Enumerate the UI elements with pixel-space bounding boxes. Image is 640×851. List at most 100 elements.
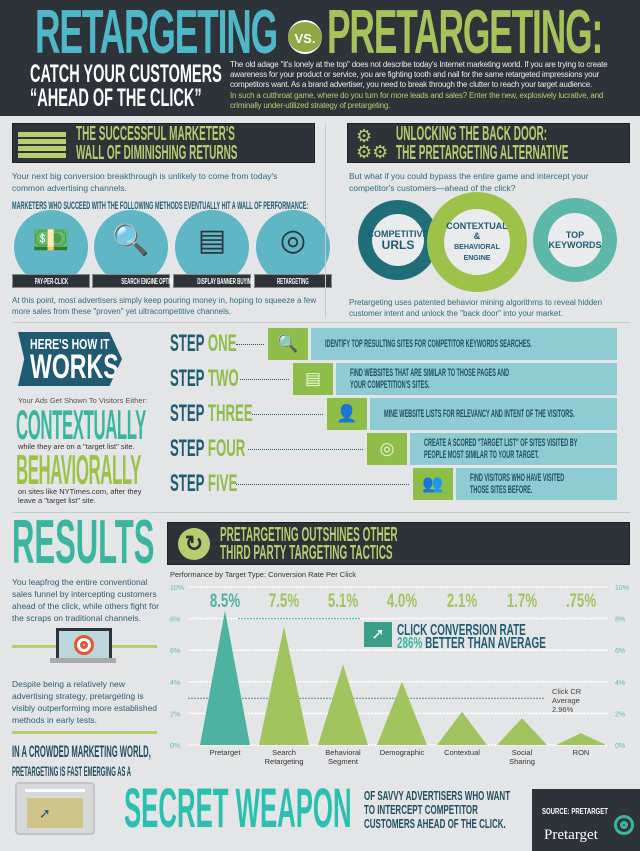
category-label: Segment	[328, 757, 359, 766]
method-label: RETARGETING	[254, 274, 332, 288]
backdoor-text-2: Pretargeting uses patented behavior mini…	[349, 298, 603, 318]
category-label: Social	[512, 748, 533, 757]
subtitle-line1: CATCH YOUR CUSTOMERS	[30, 60, 222, 88]
value-label: 4.0%	[387, 591, 418, 612]
logo-target-icon	[614, 815, 634, 835]
step-connector	[248, 449, 363, 450]
value-label: 7.5%	[269, 591, 300, 612]
ytick-right: 2%	[615, 711, 625, 718]
gear-top-keywords: TOP KEYWORDS	[533, 198, 617, 282]
step-label: STEP ONE	[170, 330, 237, 357]
step-description: FIND VISITORS WHO HAVE VISITED THOSE SIT…	[456, 468, 617, 500]
step-description: FIND WEBSITES THAT ARE SIMILAR TO THOSE …	[336, 363, 617, 395]
method-label: SEARCH ENGINE OPTIMIZATION	[92, 274, 190, 288]
title-retargeting: RETARGETING	[35, 0, 278, 67]
people-icon: 👥	[413, 468, 453, 500]
bar-pretarget	[200, 610, 250, 745]
bar-social-sharing	[497, 718, 547, 745]
subtitle-line2: “AHEAD OF THE CLICK”	[30, 84, 202, 112]
ytick-left: 0%	[170, 743, 180, 750]
contextually-heading: CONTEXTUALLY	[16, 401, 146, 448]
average-label: 2.96%	[552, 705, 574, 714]
average-label: Average	[552, 696, 580, 705]
intro-text: The old adage "it's lonely at the top" d…	[230, 60, 608, 89]
bar-search-retargeting	[259, 626, 309, 745]
brick-wall-icon	[18, 132, 66, 158]
backdoor-text-1: But what if you could bypass the entire …	[349, 171, 589, 193]
ytick-right: 0%	[615, 743, 625, 750]
chart-header: ↻ PRETARGETING OUTSHINES OTHER THIRD PAR…	[167, 522, 630, 565]
gear-competitive-urls: COMPETITIVE URLS	[358, 200, 438, 280]
step-description: MINE WEBSITE LISTS FOR RELEVANCY AND INT…	[370, 398, 617, 430]
step-label: STEP FOUR	[170, 435, 246, 462]
category-label: Retargeting	[265, 757, 304, 766]
category-label: Pretarget	[210, 748, 242, 757]
divider	[325, 123, 326, 318]
results-text-2: Despite being a relatively new advertisi…	[12, 679, 158, 725]
how-it-works-banner: HERE'S HOW IT WORKS	[18, 332, 122, 386]
bar-behavioral-segment	[318, 664, 368, 745]
bar-contextual	[437, 711, 487, 745]
wall-text-2: At this point, most advertisers simply k…	[12, 296, 317, 316]
secret-weapon: SECRET WEAPON	[124, 776, 352, 839]
ytick-left: 4%	[170, 680, 180, 687]
value-label: 2.1%	[447, 591, 478, 612]
step-label: STEP FIVE	[170, 470, 238, 497]
header: RETARGETING VS. PRETARGETING: CATCH YOUR…	[0, 0, 640, 116]
step-description: IDENTIFY TOP RESULTING SITES FOR COMPETI…	[311, 328, 617, 360]
intro-highlight: In such a cutthroat game, where do you t…	[230, 91, 604, 110]
ytick-left: 10%	[170, 585, 184, 592]
results-heading: RESULTS	[12, 508, 155, 577]
step-description: CREATE A SCORED "TARGET LIST" OF SITES V…	[410, 433, 617, 465]
contextually-sub: while they are on a "target list" site.	[18, 442, 135, 451]
refresh-target-icon: ↻	[178, 528, 210, 560]
money-cursor-icon: 💵	[32, 224, 70, 257]
target-icon: ◎	[279, 224, 307, 257]
method-0: 💵	[14, 210, 88, 284]
ytick-left: 2%	[170, 711, 180, 718]
divider	[12, 322, 630, 323]
wall-header: THE SUCCESSFUL MARKETER'S WALL OF DIMINI…	[12, 123, 315, 163]
wall-subhead: MARKETERS WHO SUCCEED WITH THE FOLLOWING…	[12, 200, 309, 212]
divider	[12, 731, 157, 734]
backdoor-header: ⚙ ⚙⚙ UNLOCKING THE BACK DOOR: THE PRETARG…	[347, 123, 630, 163]
value-label: .75%	[566, 591, 597, 612]
ytick-left: 6%	[170, 648, 180, 655]
bar-demographic	[377, 681, 427, 745]
gears-icon: ⚙ ⚙⚙	[356, 126, 389, 162]
category-label: Sharing	[509, 757, 535, 766]
laptop-target-icon	[56, 628, 112, 658]
category-label: RON	[573, 748, 590, 757]
wall-title-2: WALL OF DIMINISHING RETURNS	[76, 142, 238, 164]
cursor-icon: ➚	[364, 622, 392, 647]
step-connector	[240, 379, 289, 380]
step-label: STEP THREE	[170, 400, 253, 427]
bar-ron	[556, 733, 606, 745]
results-text-1: You leapfrog the entire conventional sal…	[12, 577, 159, 623]
step-connector	[252, 414, 323, 415]
shown-label: Your Ads Get Shown To Visitors Either:	[18, 396, 148, 405]
backdoor-title-2: THE PRETARGETING ALTERNATIVE	[396, 142, 569, 164]
behaviorally-sub: on sites like NYTimes.com, after they le…	[18, 487, 142, 505]
gear-contextual-engine: CONTEXTUAL & BEHAVIORAL ENGINE	[427, 192, 527, 292]
laptop-base	[50, 658, 116, 663]
secret-sub: OF SAVVY ADVERTISERS WHO WANT TO INTERCE…	[364, 789, 511, 831]
category-label: Demographic	[380, 748, 425, 757]
behaviorally-heading: BEHAVIORALLY	[16, 446, 141, 493]
callout: ➚ CLICK CONVERSION RATE 286% BETTER THAN…	[364, 622, 564, 652]
value-label: 5.1%	[328, 591, 359, 612]
step-label: STEP TWO	[170, 365, 239, 392]
browser-click-icon: ➚	[15, 782, 95, 835]
backdoor-title-1: UNLOCKING THE BACK DOOR:	[396, 123, 548, 145]
chart-title: Performance by Target Type: Conversion R…	[170, 570, 356, 579]
vs-badge: VS.	[288, 20, 322, 54]
webpage-icon: ▤	[293, 363, 333, 395]
method-3: ◎	[256, 210, 330, 284]
divider	[12, 512, 630, 513]
source-box: SOURCE: PRETARGET Pretarget	[532, 789, 640, 851]
category-label: Behavioral	[325, 748, 361, 757]
banner-icon: ▤	[197, 224, 227, 257]
value-label: 8.5%	[210, 591, 241, 612]
ytick-right: 4%	[615, 680, 625, 687]
method-label: PAY-PER-CLICK	[12, 274, 90, 288]
